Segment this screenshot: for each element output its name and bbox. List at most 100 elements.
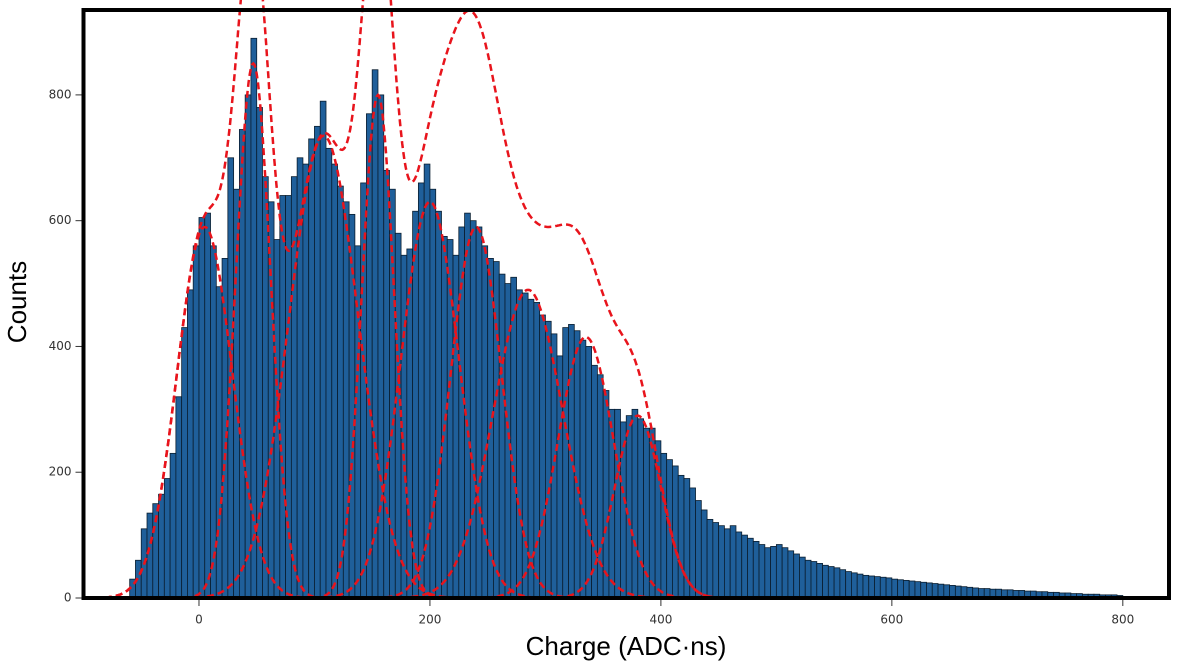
plot-frame	[81, 8, 1171, 600]
bar	[181, 327, 188, 599]
bar	[562, 327, 569, 599]
bar	[793, 553, 800, 599]
bar	[758, 544, 766, 599]
fit-curve	[389, 288, 667, 600]
x-tick-label: 400	[649, 613, 672, 627]
bar	[810, 561, 818, 599]
bar	[781, 547, 789, 599]
bar	[516, 289, 523, 599]
bar	[631, 408, 639, 599]
y-tick-label: 400	[49, 339, 72, 353]
bar	[816, 563, 823, 599]
bar	[908, 580, 916, 599]
bar	[862, 574, 870, 599]
bar	[770, 546, 777, 599]
fit-envelope	[93, 0, 731, 600]
bar	[914, 581, 922, 599]
bar	[839, 569, 847, 599]
fits	[93, 0, 731, 600]
bar	[891, 578, 899, 599]
bar	[493, 261, 500, 599]
bar	[827, 566, 835, 599]
bar	[198, 217, 206, 599]
bar	[539, 314, 546, 599]
bar	[747, 537, 754, 599]
bar	[845, 571, 852, 599]
bar	[146, 512, 154, 599]
fit-curve	[185, 134, 463, 600]
bar	[724, 528, 731, 599]
bar	[325, 147, 333, 599]
bar	[337, 185, 344, 599]
bar	[429, 188, 437, 599]
y-axis-label: Counts	[2, 261, 32, 343]
bar	[585, 346, 593, 599]
bar	[851, 572, 858, 599]
bar	[290, 176, 298, 599]
bar	[689, 487, 696, 599]
y-tick-label: 200	[49, 465, 72, 479]
bar	[712, 522, 720, 599]
bar	[319, 100, 327, 599]
fit-curve	[475, 335, 697, 600]
y-tick-label: 0	[64, 591, 72, 605]
bar	[602, 390, 610, 599]
bars	[129, 37, 1124, 599]
fit-curve	[184, 61, 323, 600]
bar	[735, 531, 743, 599]
bar	[579, 339, 587, 599]
fit-curve	[374, 225, 578, 600]
bar	[163, 478, 171, 599]
fit-curve	[545, 414, 731, 600]
bar	[469, 220, 477, 599]
bar	[885, 577, 893, 599]
bar	[331, 163, 338, 599]
bar	[625, 415, 633, 599]
bar	[874, 576, 881, 599]
bar	[573, 330, 581, 599]
bar	[775, 544, 783, 599]
bar	[262, 176, 269, 599]
bar	[672, 465, 679, 599]
bar	[787, 550, 795, 599]
bar	[741, 534, 748, 599]
y-tick-label: 600	[49, 213, 72, 227]
bar	[879, 576, 887, 599]
bar	[158, 493, 165, 599]
bar	[192, 245, 200, 599]
bar	[614, 408, 621, 599]
bar	[902, 579, 910, 599]
x-tick-label: 800	[1111, 613, 1134, 627]
bar	[169, 452, 177, 599]
bar	[366, 113, 373, 599]
x-axis-label: Charge (ADC·ns)	[526, 631, 727, 661]
bar	[695, 500, 702, 599]
x-tick-label: 0	[195, 613, 203, 627]
bar	[423, 163, 431, 599]
bar	[175, 396, 183, 599]
x-tick-label: 200	[418, 613, 441, 627]
bar	[822, 564, 829, 599]
bar	[238, 129, 246, 599]
bar	[931, 583, 939, 599]
bar	[637, 418, 644, 599]
bar	[660, 452, 668, 599]
bar	[545, 320, 552, 599]
bar	[342, 201, 350, 599]
bar	[833, 567, 841, 599]
bar	[677, 474, 685, 599]
bar	[937, 583, 945, 599]
bar	[417, 182, 425, 599]
bar	[308, 138, 315, 599]
bar	[250, 37, 258, 599]
bar	[204, 212, 211, 599]
bar	[377, 94, 385, 599]
bar	[926, 582, 933, 599]
bar	[475, 226, 483, 599]
bar	[764, 547, 771, 599]
bar	[706, 518, 714, 599]
bar	[620, 421, 627, 599]
bar	[700, 509, 708, 599]
bar	[856, 573, 864, 599]
